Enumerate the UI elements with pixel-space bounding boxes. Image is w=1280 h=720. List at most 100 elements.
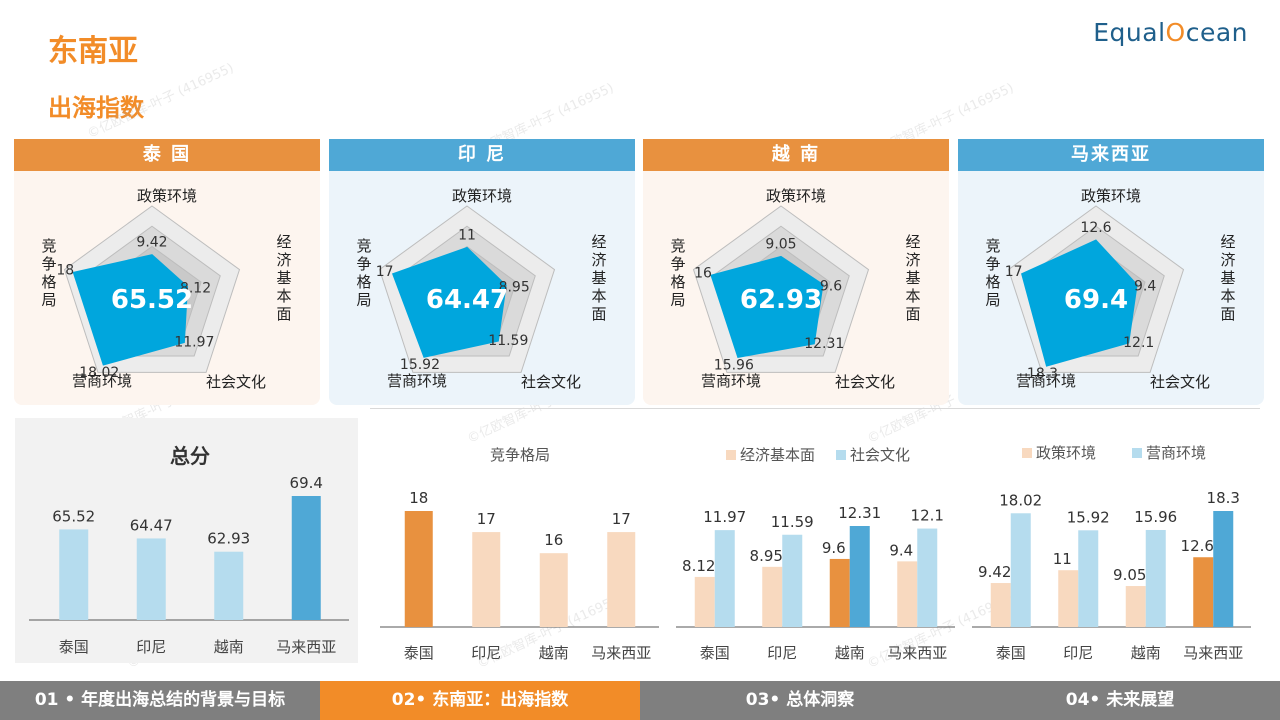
bar xyxy=(214,551,244,620)
bar-value-label: 17 xyxy=(477,510,496,528)
bar-value-label: 12.1 xyxy=(911,507,944,525)
radar-axis-label: 经济基本面 xyxy=(905,233,920,323)
bar-value-label: 8.12 xyxy=(682,557,715,575)
category-label: 马来西亚 xyxy=(1183,644,1243,662)
bar xyxy=(990,583,1011,627)
bar xyxy=(1078,530,1099,627)
bar-value-label: 9.4 xyxy=(889,541,913,559)
page-subtitle: 出海指数 xyxy=(48,94,144,122)
radar-value-label: 18.3 xyxy=(1027,366,1058,382)
bar xyxy=(1145,529,1166,627)
bar xyxy=(849,526,870,627)
category-label: 印尼 xyxy=(471,644,501,662)
bar xyxy=(714,530,735,627)
radar-value-label: 17 xyxy=(376,264,394,280)
chart-title: 总分 xyxy=(170,444,210,468)
legend-swatch xyxy=(726,450,736,460)
bar xyxy=(607,532,636,627)
bar-value-label: 18 xyxy=(409,489,428,507)
radar-total-label: 69.4 xyxy=(1064,285,1128,315)
radar-value-label: 16 xyxy=(694,265,712,281)
category-label: 印尼 xyxy=(767,644,797,662)
bar-value-label: 11.97 xyxy=(703,508,746,526)
chart-title: 竞争格局 xyxy=(490,446,550,464)
legend-label: 经济基本面 xyxy=(740,446,815,464)
radar-value-label: 8.12 xyxy=(180,280,211,296)
radar-axis-label: 营商环境 xyxy=(1016,372,1076,390)
radar-value-label: 11.59 xyxy=(488,333,528,349)
category-label: 马来西亚 xyxy=(591,644,651,662)
radar-value-label: 18.02 xyxy=(79,365,119,381)
radar-axis-label: 竞争格局 xyxy=(41,237,56,309)
radar-panel-indonesia: 印 尼 11 8.95 11.59 15.92 17 64.47 政策环境 营商环境 社会文化 经… xyxy=(329,139,635,405)
nav-tab-outlook[interactable]: 04• 未来展望 xyxy=(960,681,1280,720)
bar-value-label: 11.59 xyxy=(771,513,814,531)
bar-value-label: 16 xyxy=(544,531,563,549)
legend-label: 社会文化 xyxy=(850,446,910,464)
category-label: 越南 xyxy=(835,644,865,662)
radar-axis-label: 社会文化 xyxy=(835,373,895,391)
bar xyxy=(136,538,166,620)
bar xyxy=(782,534,803,627)
page-title: 东南亚 xyxy=(48,34,138,69)
radar-axis-label: 社会文化 xyxy=(1150,373,1210,391)
bar-value-label: 65.52 xyxy=(52,507,95,525)
radar-data-area xyxy=(710,255,824,358)
radar-axis-label: 经济基本面 xyxy=(1220,233,1235,323)
radar-value-label: 9.42 xyxy=(136,235,167,251)
nav-tab-southeast-asia[interactable]: 02• 东南亚：出海指数 xyxy=(320,681,640,720)
radar-axis-label: 营商环境 xyxy=(72,372,132,390)
radar-axis-label: 经济基本面 xyxy=(591,233,606,323)
radar-axis-label: 政策环境 xyxy=(137,187,197,205)
bar xyxy=(291,496,321,620)
category-label: 印尼 xyxy=(136,638,166,656)
radar-value-label: 9.05 xyxy=(765,236,796,252)
radar-axis-label: 政策环境 xyxy=(452,187,512,205)
radar-axis-label: 社会文化 xyxy=(206,373,266,391)
bar xyxy=(1193,557,1214,627)
legend-label: 政策环境 xyxy=(1036,444,1096,462)
radar-data-area xyxy=(1021,239,1138,367)
radar-value-label: 17 xyxy=(1005,264,1023,280)
radar-value-label: 9.6 xyxy=(820,278,842,294)
legend-swatch xyxy=(836,450,846,460)
section-divider xyxy=(370,408,1260,409)
radar-value-label: 9.4 xyxy=(1134,279,1156,295)
radar-data-area xyxy=(391,246,507,358)
radar-axis-label: 社会文化 xyxy=(521,373,581,391)
bar xyxy=(1010,513,1031,627)
bar-value-label: 9.6 xyxy=(822,539,846,557)
radar-value-label: 12.31 xyxy=(804,336,844,352)
bar-value-label: 62.93 xyxy=(207,530,250,548)
radar-axis-label: 政策环境 xyxy=(766,187,826,205)
radar-axis-label: 竞争格局 xyxy=(985,237,1000,309)
bar-value-label: 17 xyxy=(612,510,631,528)
bar-value-label: 8.95 xyxy=(750,547,783,565)
radar-panel-vietnam: 越 南 9.05 9.6 12.31 15.96 16 62.93 政策环境 营商环境 社会文化… xyxy=(643,139,949,405)
category-label: 泰国 xyxy=(996,644,1026,662)
radar-value-label: 18 xyxy=(56,262,74,278)
radar-total-label: 65.52 xyxy=(111,285,193,315)
radar-axis-label: 营商环境 xyxy=(701,372,761,390)
radar-value-label: 11 xyxy=(458,227,476,243)
legend-swatch xyxy=(1132,448,1142,458)
bar xyxy=(404,511,433,627)
category-label: 越南 xyxy=(1131,644,1161,662)
bar xyxy=(829,558,850,627)
bar-value-label: 12.31 xyxy=(838,504,881,522)
category-label: 泰国 xyxy=(700,644,730,662)
radar-panel-title: 马来西亚 xyxy=(958,139,1264,171)
bar-value-label: 15.92 xyxy=(1067,508,1110,526)
category-label: 泰国 xyxy=(59,638,89,656)
legend-swatch xyxy=(1022,448,1032,458)
nav-tab-background[interactable]: 01 • 年度出海总结的背景与目标 xyxy=(0,681,320,720)
bar-value-label: 69.4 xyxy=(290,474,323,492)
bar xyxy=(917,528,938,627)
nav-tab-insights[interactable]: 03• 总体洞察 xyxy=(640,681,960,720)
bar-value-label: 18.3 xyxy=(1207,489,1240,507)
radar-axis-label: 竞争格局 xyxy=(356,237,371,309)
